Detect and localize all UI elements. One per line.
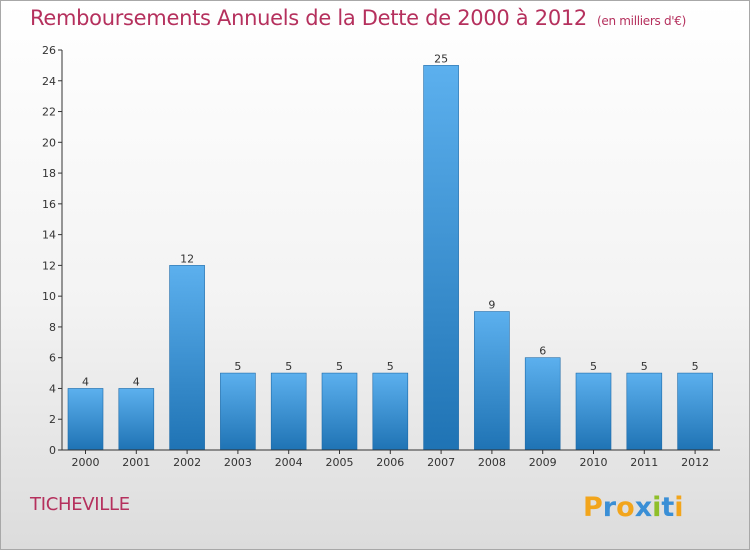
x-tick-label: 2002 [173,456,201,469]
y-tick-label: 26 [42,44,56,57]
x-tick-label: 2001 [122,456,150,469]
bar-2005 [321,372,358,451]
x-axis: 2000 2001 2002 2003 2004 2005 2006 2007 2008 2009… [72,450,709,469]
y-tick-label: 14 [42,229,56,242]
y-tick-label: 24 [42,75,56,88]
title-text: Remboursements Annuels de la Dette de 20… [30,6,587,30]
bar-2000 [67,388,104,451]
y-tick-label: 8 [49,321,56,334]
bar-2009 [524,357,561,451]
bar-2006 [372,372,409,451]
unit-label: (en milliers d'€) [597,14,687,28]
y-tick-label: 12 [42,259,56,272]
y-tick-label: 16 [42,198,56,211]
bar-value-label: 25 [434,52,448,65]
bar-value-label: 5 [692,360,699,373]
y-tick-label: 4 [49,382,56,395]
y-tick-label: 2 [49,413,56,426]
bar-2001 [118,388,155,451]
bars: 4 4 12 5 5 5 5 25 9 6 5 5 5 [67,52,713,451]
bar-value-label: 5 [336,360,343,373]
bar-2010 [575,372,612,451]
y-tick-label: 20 [42,136,56,149]
bar-2007 [423,65,459,451]
bar-2003 [220,372,256,451]
bar-value-label: 6 [539,345,546,358]
bar-value-label: 5 [590,360,597,373]
bar-value-label: 4 [133,375,140,388]
x-tick-label: 2000 [72,456,100,469]
x-tick-label: 2003 [224,456,252,469]
svg-text:Proxiti: Proxiti [583,492,684,523]
bar-value-label: 5 [387,360,394,373]
bar-value-label: 5 [285,360,292,373]
x-tick-label: 2010 [580,456,608,469]
bar-value-label: 4 [82,375,89,388]
chart-title: Remboursements Annuels de la Dette de 20… [30,6,686,30]
city-name: TICHEVILLE [30,494,130,515]
x-tick-label: 2004 [275,456,303,469]
x-tick-label: 2008 [478,456,506,469]
x-tick-label: 2012 [681,456,709,469]
x-tick-label: 2006 [376,456,404,469]
bar-value-label: 12 [180,252,194,265]
bar-value-label: 5 [641,360,648,373]
x-tick-label: 2011 [630,456,658,469]
bar-2012 [677,372,713,451]
proxiti-logo: Proxiti [583,492,684,523]
x-tick-label: 2007 [427,456,455,469]
x-tick-label: 2005 [326,456,354,469]
bar-2011 [626,372,663,451]
bar-value-label: 9 [488,299,495,312]
bar-2004 [270,372,307,451]
x-tick-label: 2009 [529,456,557,469]
y-tick-label: 18 [42,167,56,180]
y-tick-label: 6 [49,352,56,365]
y-tick-label: 10 [42,290,56,303]
bar-2002 [169,265,205,451]
y-tick-label: 0 [49,444,56,457]
bar-value-label: 5 [234,360,241,373]
y-tick-label: 22 [42,106,56,119]
bar-2008 [474,311,510,451]
